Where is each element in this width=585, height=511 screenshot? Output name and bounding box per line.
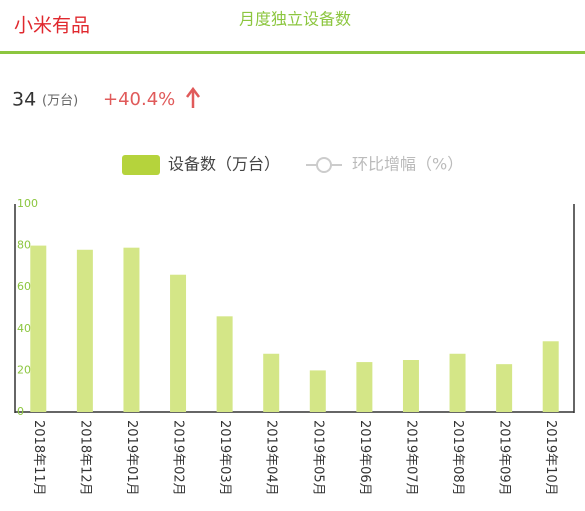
y-tick-label: 40	[17, 322, 31, 335]
x-tick-label: 2018年12月	[77, 420, 92, 496]
bar	[449, 353, 466, 412]
y-tick-label: 20	[17, 363, 31, 376]
summary-unit: (万台)	[42, 94, 78, 109]
x-tick-label: 2018年11月	[31, 420, 46, 496]
bar	[402, 360, 419, 412]
x-tick-label: 2019年01月	[124, 420, 139, 496]
bar	[30, 245, 47, 412]
legend-swatch	[122, 155, 160, 175]
x-tick-label: 2019年10月	[543, 420, 558, 496]
x-tick-label: 2019年02月	[171, 420, 186, 496]
bar	[263, 353, 280, 412]
header-line	[0, 51, 585, 54]
bar	[170, 274, 187, 412]
x-tick-label: 2019年09月	[497, 420, 512, 496]
y-tick-label: 0	[17, 405, 24, 418]
y-tick-label: 60	[17, 280, 31, 293]
bar	[309, 370, 326, 412]
legend-label: 环比增幅（%）	[352, 155, 463, 174]
y-tick-label: 100	[17, 197, 38, 210]
legend-label: 设备数（万台）	[168, 155, 280, 174]
legend-line-icon	[306, 157, 342, 173]
bar	[123, 247, 140, 412]
bar	[76, 249, 93, 412]
x-tick-label: 2019年05月	[310, 420, 325, 496]
bar	[496, 364, 513, 412]
summary-change: +40.4%	[103, 89, 175, 110]
x-tick-label: 2019年07月	[403, 420, 418, 496]
x-tick-label: 2019年06月	[357, 420, 372, 496]
bar	[216, 316, 233, 412]
brand: 小米有品	[14, 15, 90, 37]
bar	[356, 362, 373, 412]
bar	[542, 341, 559, 412]
summary-value: 34	[12, 89, 36, 111]
x-tick-label: 2019年08月	[450, 420, 465, 496]
up-arrow	[186, 86, 200, 108]
page-title: 月度独立设备数	[239, 10, 351, 29]
x-tick-label: 2019年03月	[217, 420, 232, 496]
y-tick-label: 80	[17, 239, 31, 252]
x-tick-label: 2019年04月	[264, 420, 279, 496]
legend: 设备数（万台） 环比增幅（%）	[122, 155, 463, 175]
